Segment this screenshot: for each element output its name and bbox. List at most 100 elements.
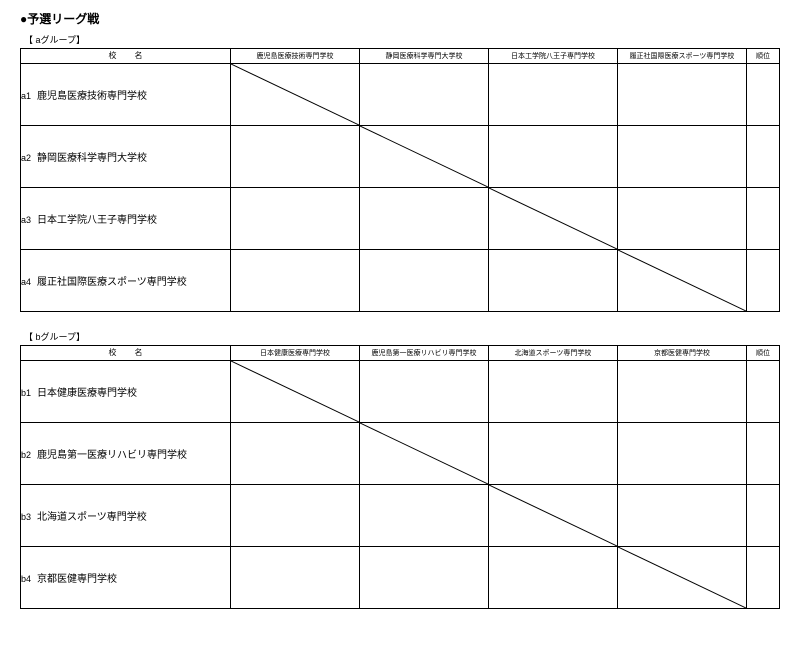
diagonal-cell bbox=[231, 361, 360, 423]
table-row: b3北海道スポーツ専門学校 bbox=[21, 485, 780, 547]
row-name-cell: a3日本工学院八王子専門学校 bbox=[21, 188, 231, 250]
diagonal-line-icon bbox=[489, 485, 617, 546]
result-cell bbox=[360, 250, 489, 312]
result-cell bbox=[618, 361, 747, 423]
result-cell bbox=[489, 126, 618, 188]
table-row: a3日本工学院八王子専門学校 bbox=[21, 188, 780, 250]
header-col-4: 京都医健専門学校 bbox=[618, 346, 747, 361]
row-code: a1 bbox=[21, 91, 37, 101]
diagonal-cell bbox=[231, 64, 360, 126]
result-cell bbox=[489, 423, 618, 485]
header-rank: 順位 bbox=[747, 346, 780, 361]
header-rank: 順位 bbox=[747, 49, 780, 64]
result-cell bbox=[618, 64, 747, 126]
row-name-cell: a4履正社国際医療スポーツ専門学校 bbox=[21, 250, 231, 312]
diagonal-cell bbox=[618, 547, 747, 609]
row-code: a2 bbox=[21, 153, 37, 163]
group-a-label: 【 aグループ】 bbox=[24, 33, 780, 46]
diagonal-line-icon bbox=[618, 547, 746, 608]
diagonal-cell bbox=[618, 250, 747, 312]
row-name: 北海道スポーツ専門学校 bbox=[37, 512, 147, 523]
page-title: ●予選リーグ戦 bbox=[20, 10, 780, 27]
row-code: a4 bbox=[21, 277, 37, 287]
row-code: b1 bbox=[21, 388, 37, 398]
diagonal-cell bbox=[360, 423, 489, 485]
result-cell bbox=[360, 547, 489, 609]
rank-cell bbox=[747, 485, 780, 547]
result-cell bbox=[360, 361, 489, 423]
diagonal-line-icon bbox=[360, 423, 488, 484]
result-cell bbox=[231, 126, 360, 188]
diagonal-line-icon bbox=[231, 64, 359, 125]
row-name: 日本健康医療専門学校 bbox=[37, 388, 137, 399]
result-cell bbox=[231, 188, 360, 250]
table-row: a2静岡医療科学専門大学校 bbox=[21, 126, 780, 188]
diagonal-line-icon bbox=[618, 250, 746, 311]
header-col-3: 日本工学院八王子専門学校 bbox=[489, 49, 618, 64]
header-col-2: 鹿児島第一医療リハビリ専門学校 bbox=[360, 346, 489, 361]
row-name-cell: b1日本健康医療専門学校 bbox=[21, 361, 231, 423]
table-header-row: 校名 日本健康医療専門学校 鹿児島第一医療リハビリ専門学校 北海道スポーツ専門学… bbox=[21, 346, 780, 361]
rank-cell bbox=[747, 188, 780, 250]
table-row: a1鹿児島医療技術専門学校 bbox=[21, 64, 780, 126]
diagonal-cell bbox=[360, 126, 489, 188]
result-cell bbox=[618, 485, 747, 547]
result-cell bbox=[231, 485, 360, 547]
result-cell bbox=[489, 64, 618, 126]
header-col-1: 鹿児島医療技術専門学校 bbox=[231, 49, 360, 64]
header-col-1: 日本健康医療専門学校 bbox=[231, 346, 360, 361]
row-name: 日本工学院八王子専門学校 bbox=[37, 215, 157, 226]
result-cell bbox=[489, 547, 618, 609]
rank-cell bbox=[747, 64, 780, 126]
row-name-cell: a1鹿児島医療技術専門学校 bbox=[21, 64, 231, 126]
row-name-cell: b2鹿児島第一医療リハビリ専門学校 bbox=[21, 423, 231, 485]
result-cell bbox=[489, 361, 618, 423]
result-cell bbox=[360, 188, 489, 250]
row-name: 静岡医療科学専門大学校 bbox=[37, 153, 147, 164]
diagonal-cell bbox=[489, 485, 618, 547]
rank-cell bbox=[747, 547, 780, 609]
diagonal-line-icon bbox=[489, 188, 617, 249]
rank-cell bbox=[747, 126, 780, 188]
group-b-label: 【 bグループ】 bbox=[24, 330, 780, 343]
diagonal-line-icon bbox=[231, 361, 359, 422]
row-code: b2 bbox=[21, 450, 37, 460]
header-col-2: 静岡医療科学専門大学校 bbox=[360, 49, 489, 64]
result-cell bbox=[618, 188, 747, 250]
table-row: b1日本健康医療専門学校 bbox=[21, 361, 780, 423]
table-row: b4京都医健専門学校 bbox=[21, 547, 780, 609]
row-name-cell: a2静岡医療科学専門大学校 bbox=[21, 126, 231, 188]
header-col-3: 北海道スポーツ専門学校 bbox=[489, 346, 618, 361]
table-header-row: 校名 鹿児島医療技術専門学校 静岡医療科学専門大学校 日本工学院八王子専門学校 … bbox=[21, 49, 780, 64]
row-name-cell: b3北海道スポーツ専門学校 bbox=[21, 485, 231, 547]
row-name: 京都医健専門学校 bbox=[37, 574, 117, 585]
result-cell bbox=[618, 423, 747, 485]
row-name: 鹿児島医療技術専門学校 bbox=[37, 91, 147, 102]
table-row: a4履正社国際医療スポーツ専門学校 bbox=[21, 250, 780, 312]
result-cell bbox=[231, 250, 360, 312]
rank-cell bbox=[747, 250, 780, 312]
group-b-table: 校名 日本健康医療専門学校 鹿児島第一医療リハビリ専門学校 北海道スポーツ専門学… bbox=[20, 345, 780, 609]
group-b: 【 bグループ】 校名 日本健康医療専門学校 鹿児島第一医療リハビリ専門学校 北… bbox=[20, 330, 780, 609]
diagonal-cell bbox=[489, 188, 618, 250]
result-cell bbox=[231, 423, 360, 485]
row-name: 履正社国際医療スポーツ専門学校 bbox=[37, 277, 187, 288]
diagonal-line-icon bbox=[360, 126, 488, 187]
row-code: b3 bbox=[21, 512, 37, 522]
row-code: b4 bbox=[21, 574, 37, 584]
table-row: b2鹿児島第一医療リハビリ専門学校 bbox=[21, 423, 780, 485]
row-name-cell: b4京都医健専門学校 bbox=[21, 547, 231, 609]
result-cell bbox=[618, 126, 747, 188]
group-a: 【 aグループ】 校名 鹿児島医療技術専門学校 静岡医療科学専門大学校 日本工学… bbox=[20, 33, 780, 312]
rank-cell bbox=[747, 361, 780, 423]
rank-cell bbox=[747, 423, 780, 485]
result-cell bbox=[360, 64, 489, 126]
result-cell bbox=[360, 485, 489, 547]
header-col-4: 履正社国際医療スポーツ専門学校 bbox=[618, 49, 747, 64]
row-name: 鹿児島第一医療リハビリ専門学校 bbox=[37, 450, 187, 461]
result-cell bbox=[489, 250, 618, 312]
header-name: 校名 bbox=[21, 49, 231, 64]
group-a-table: 校名 鹿児島医療技術専門学校 静岡医療科学専門大学校 日本工学院八王子専門学校 … bbox=[20, 48, 780, 312]
header-name: 校名 bbox=[21, 346, 231, 361]
result-cell bbox=[231, 547, 360, 609]
